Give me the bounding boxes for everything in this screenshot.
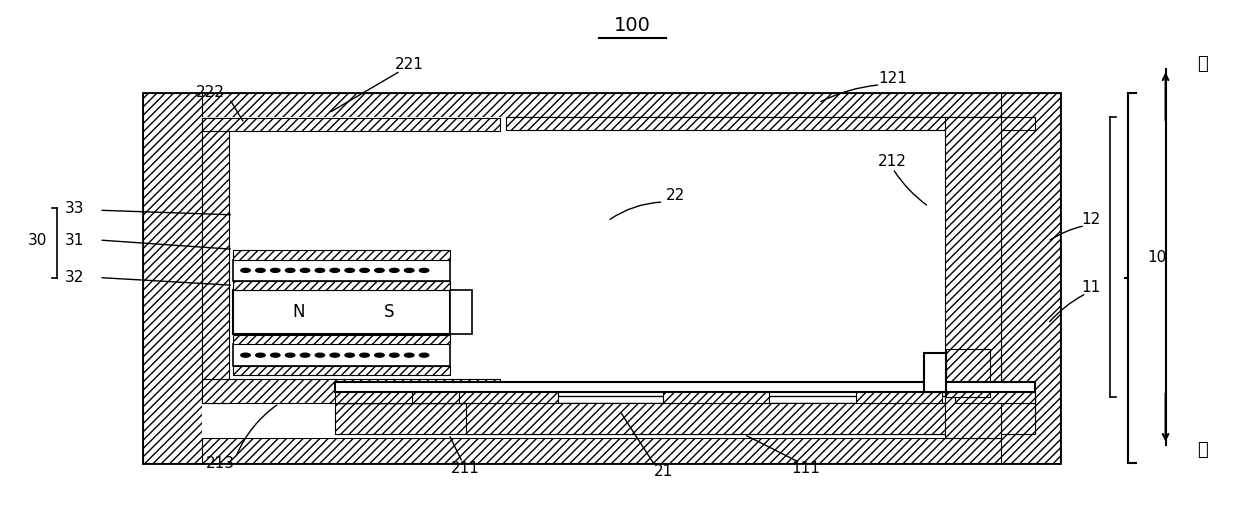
Bar: [143, 438, 1060, 463]
Circle shape: [345, 353, 355, 357]
Circle shape: [404, 268, 414, 272]
Text: 212: 212: [878, 154, 908, 170]
Bar: [924, 353, 946, 392]
Text: 213: 213: [206, 456, 236, 471]
Circle shape: [285, 353, 295, 357]
Text: 221: 221: [394, 57, 424, 72]
Circle shape: [404, 353, 414, 357]
Bar: [233, 281, 450, 290]
Text: 111: 111: [791, 461, 821, 476]
Text: 30: 30: [27, 232, 47, 248]
Circle shape: [255, 353, 265, 357]
Circle shape: [315, 268, 325, 272]
Circle shape: [270, 353, 280, 357]
Bar: [945, 117, 1001, 397]
Bar: [663, 389, 769, 403]
Bar: [459, 389, 558, 403]
Text: 10: 10: [1147, 249, 1167, 265]
Bar: [946, 349, 990, 397]
Circle shape: [374, 268, 384, 272]
Text: 上: 上: [1198, 55, 1208, 74]
Bar: [233, 290, 450, 334]
Circle shape: [330, 268, 340, 272]
Bar: [233, 366, 450, 375]
Bar: [335, 396, 1035, 403]
Bar: [955, 389, 1035, 403]
Circle shape: [241, 353, 250, 357]
Circle shape: [300, 353, 310, 357]
Bar: [202, 118, 229, 403]
Bar: [335, 389, 412, 403]
Bar: [1001, 93, 1060, 463]
Circle shape: [374, 353, 384, 357]
Bar: [335, 403, 1035, 434]
Bar: [335, 382, 1035, 392]
Text: 21: 21: [653, 464, 673, 480]
Circle shape: [270, 268, 280, 272]
Text: 11: 11: [1081, 280, 1101, 296]
Circle shape: [315, 353, 325, 357]
Bar: [202, 117, 1001, 438]
Circle shape: [419, 268, 429, 272]
Text: 32: 32: [64, 270, 84, 285]
Text: 33: 33: [64, 200, 84, 216]
Text: 12: 12: [1081, 212, 1101, 228]
Circle shape: [360, 353, 370, 357]
Bar: [202, 118, 500, 131]
Text: 31: 31: [64, 232, 84, 248]
Bar: [450, 290, 472, 334]
Circle shape: [300, 268, 310, 272]
Text: 下: 下: [1198, 440, 1208, 459]
Text: 121: 121: [878, 70, 908, 86]
Bar: [856, 389, 942, 403]
Circle shape: [360, 268, 370, 272]
Text: 22: 22: [666, 188, 686, 203]
Text: 211: 211: [450, 461, 480, 476]
Bar: [945, 397, 1001, 438]
Bar: [233, 335, 450, 344]
Text: 222: 222: [196, 85, 226, 100]
Bar: [143, 93, 202, 463]
Circle shape: [389, 353, 399, 357]
Circle shape: [285, 268, 295, 272]
Bar: [233, 260, 450, 281]
Bar: [143, 93, 1060, 463]
Bar: [143, 93, 1060, 117]
Bar: [506, 117, 1035, 130]
Text: S: S: [384, 303, 394, 321]
Bar: [202, 379, 500, 403]
Circle shape: [419, 353, 429, 357]
Bar: [233, 344, 450, 366]
Circle shape: [255, 268, 265, 272]
Bar: [466, 403, 1035, 434]
Bar: [233, 250, 450, 260]
Circle shape: [345, 268, 355, 272]
Circle shape: [241, 268, 250, 272]
Circle shape: [330, 353, 340, 357]
Text: 100: 100: [614, 16, 651, 35]
Text: N: N: [291, 303, 305, 321]
Circle shape: [389, 268, 399, 272]
